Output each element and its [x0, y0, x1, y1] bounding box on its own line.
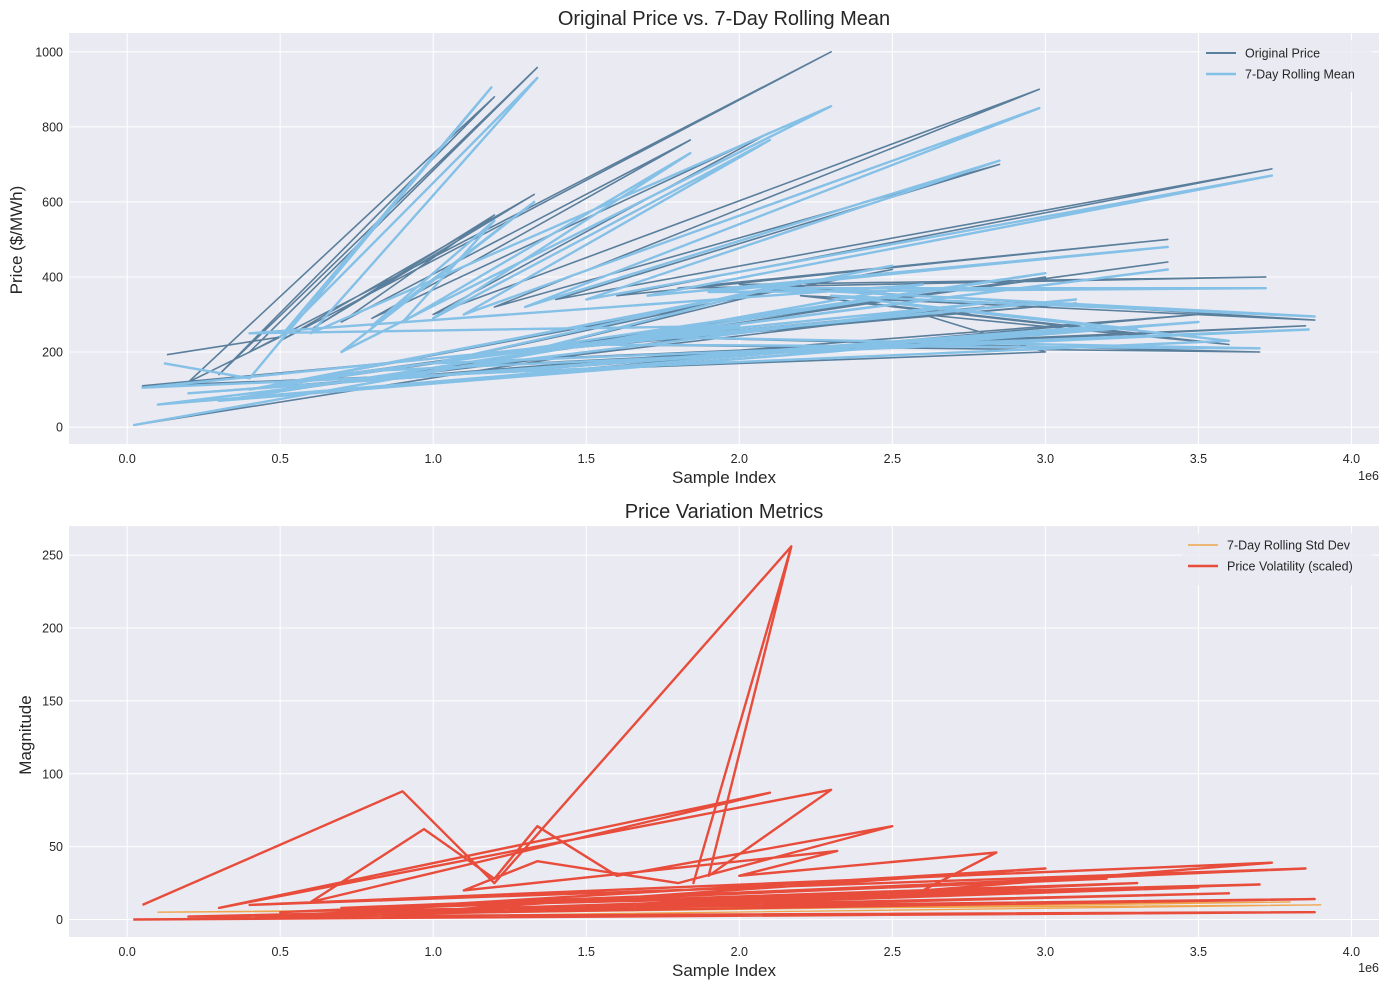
top-x-ticks: 0.0 0.5 1.0 1.5 2.0 2.5 3.0 3.5 4.0: [118, 452, 1360, 466]
y-tick-label: 50: [49, 840, 63, 854]
y-tick-label: 150: [42, 694, 63, 708]
x-tick-label: 3.0: [1037, 452, 1054, 466]
x-tick-label: 1.0: [425, 452, 442, 466]
top-subplot: 0.0 0.5 1.0 1.5 2.0 2.5 3.0 3.5 4.0 0 200 400 600 80…: [7, 8, 1379, 487]
x-tick-label: 2.0: [731, 945, 748, 959]
bottom-x-axis-label: Sample Index: [672, 961, 776, 980]
x-tick-label: 3.5: [1190, 945, 1207, 959]
top-y-ticks: 0 200 400 600 800 1000: [35, 45, 63, 434]
y-tick-label: 200: [42, 622, 63, 636]
x-tick-label: 1.5: [578, 945, 595, 959]
y-tick-label: 400: [42, 270, 63, 284]
bottom-subplot: 0.0 0.5 1.0 1.5 2.0 2.5 3.0 3.5 4.0 0 50 100 150 200…: [16, 501, 1379, 980]
x-tick-label: 3.0: [1037, 945, 1054, 959]
x-tick-label: 0.0: [118, 452, 135, 466]
top-plot-area: [69, 33, 1379, 444]
top-x-offset-label: 1e6: [1358, 469, 1379, 483]
x-tick-label: 3.5: [1190, 452, 1207, 466]
bottom-legend-box: [1182, 533, 1372, 585]
top-x-axis-label: Sample Index: [672, 468, 776, 487]
top-series-group: [133, 51, 1316, 427]
y-tick-label: 1000: [35, 45, 63, 59]
bottom-chart-title: Price Variation Metrics: [625, 501, 824, 523]
x-tick-label: 2.5: [884, 452, 901, 466]
y-tick-label: 600: [42, 195, 63, 209]
x-tick-label: 2.5: [884, 945, 901, 959]
y-tick-label: 100: [42, 767, 63, 781]
legend-label-original-price: Original Price: [1245, 47, 1320, 61]
legend-label-volatility: Price Volatility (scaled): [1227, 560, 1353, 574]
y-tick-label: 800: [42, 120, 63, 134]
top-y-axis-label: Price ($/MWh): [7, 186, 26, 295]
x-tick-label: 0.0: [118, 945, 135, 959]
bottom-series-group: [133, 545, 1322, 921]
bottom-x-offset-label: 1e6: [1358, 961, 1379, 975]
series-line-a: [133, 901, 1322, 921]
legend-label-rolling-std: 7-Day Rolling Std Dev: [1227, 539, 1351, 553]
y-tick-label: 0: [56, 421, 63, 435]
legend-label-rolling-mean: 7-Day Rolling Mean: [1245, 68, 1355, 82]
bottom-legend: 7-Day Rolling Std Dev Price Volatility (…: [1182, 533, 1372, 585]
y-tick-label: 0: [56, 913, 63, 927]
series-line-b: [133, 76, 1316, 427]
x-tick-label: 4.0: [1343, 452, 1360, 466]
top-chart-title: Original Price vs. 7-Day Rolling Mean: [558, 8, 890, 30]
x-tick-label: 2.0: [731, 452, 748, 466]
x-tick-label: 0.5: [271, 452, 288, 466]
y-tick-label: 250: [42, 549, 63, 563]
x-tick-label: 1.5: [578, 452, 595, 466]
y-tick-label: 200: [42, 346, 63, 360]
bottom-y-ticks: 0 50 100 150 200 250: [42, 549, 63, 927]
x-tick-label: 1.0: [425, 945, 442, 959]
bottom-y-axis-label: Magnitude: [16, 695, 35, 774]
bottom-plot-area: [69, 526, 1379, 937]
top-legend-box: [1200, 40, 1372, 92]
top-legend: Original Price 7-Day Rolling Mean: [1200, 40, 1372, 92]
bottom-x-ticks: 0.0 0.5 1.0 1.5 2.0 2.5 3.0 3.5 4.0: [118, 945, 1360, 959]
series-line-b: [133, 545, 1316, 921]
x-tick-label: 0.5: [271, 945, 288, 959]
x-tick-label: 4.0: [1343, 945, 1360, 959]
